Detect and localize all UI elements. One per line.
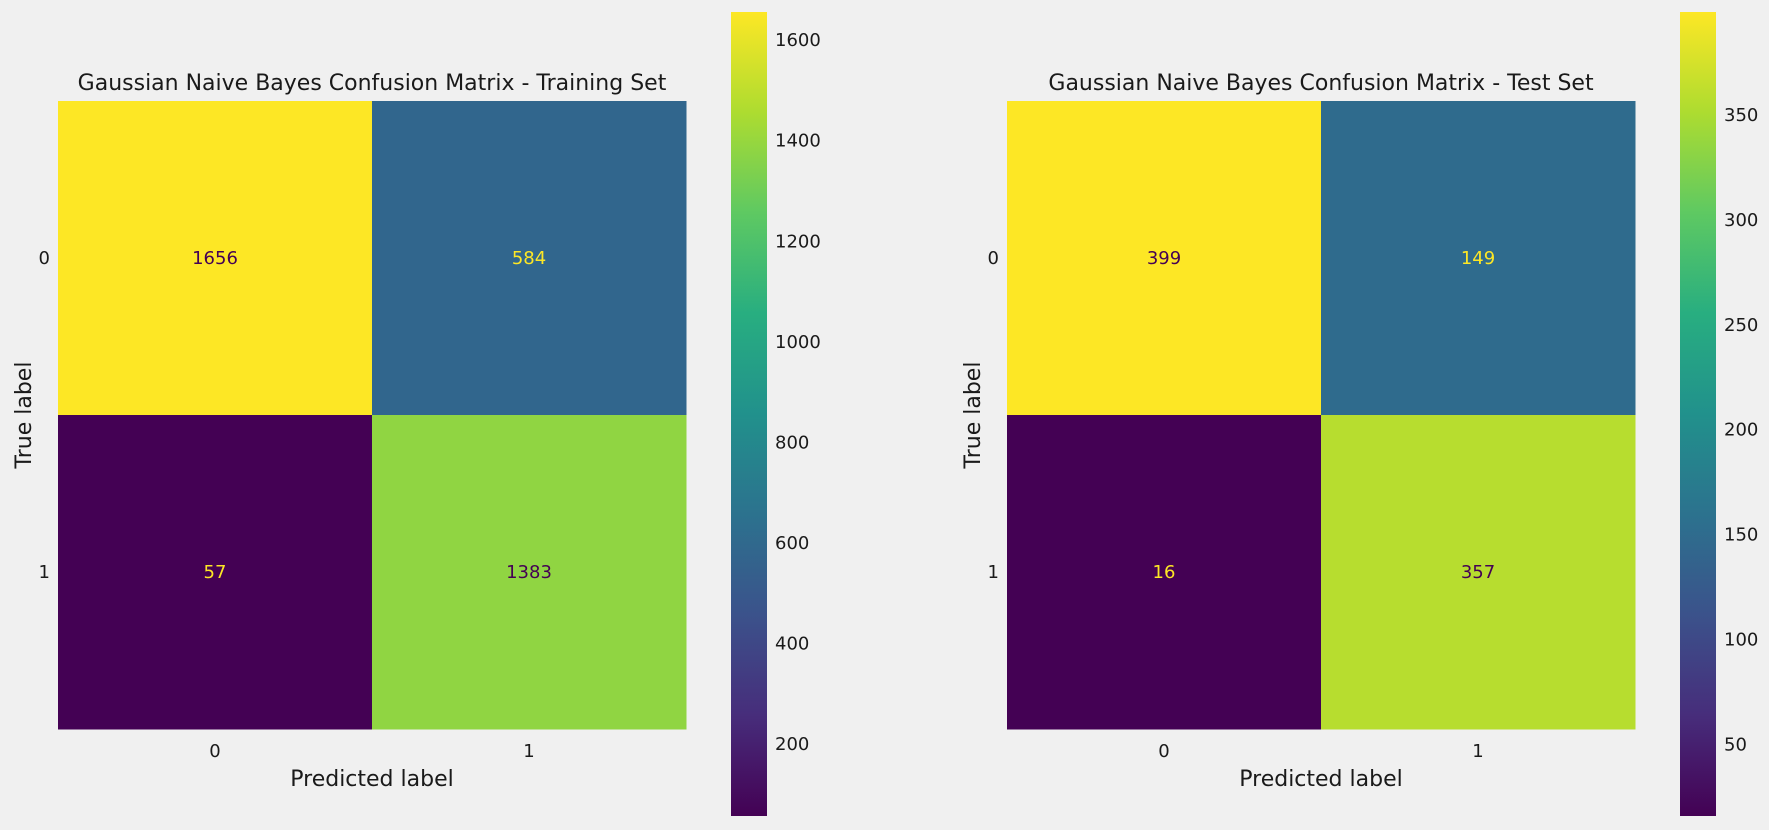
cell-value-label: 16 <box>1153 562 1176 583</box>
x-tick-label: 0 <box>209 741 220 762</box>
matrix-cell-0-0 <box>1007 101 1322 416</box>
colorbar-tick-label: 350 <box>1724 105 1758 126</box>
cell-value-label: 1656 <box>192 248 238 269</box>
y-tick-label: 1 <box>988 562 999 583</box>
colorbar-tick-label: 100 <box>1724 630 1758 651</box>
colorbar-tick-label: 600 <box>775 533 809 554</box>
y-axis-label: True label <box>12 362 37 470</box>
colorbar-tick-label: 1000 <box>775 332 821 353</box>
matrix-cell-0-1 <box>1321 101 1636 416</box>
colorbar-tick-label: 1200 <box>775 231 821 252</box>
colorbar-tick-label: 1600 <box>775 30 821 51</box>
confusion-matrix-panel-1: Gaussian Naive Bayes Confusion Matrix - … <box>961 12 1758 816</box>
cell-value-label: 1383 <box>506 562 552 583</box>
cell-value-label: 399 <box>1147 248 1181 269</box>
colorbar-tick-label: 200 <box>1724 420 1758 441</box>
matrix-cell-1-0 <box>58 415 373 730</box>
cell-value-label: 149 <box>1461 248 1495 269</box>
y-axis-label: True label <box>961 362 986 470</box>
cell-value-label: 584 <box>512 248 546 269</box>
colorbar-tick-label: 250 <box>1724 315 1758 336</box>
y-tick-label: 0 <box>39 248 50 269</box>
matrix-cell-1-0 <box>1007 415 1322 730</box>
x-tick-label: 1 <box>523 741 534 762</box>
colorbar-tick-label: 1400 <box>775 131 821 152</box>
x-tick-label: 0 <box>1158 741 1169 762</box>
y-tick-label: 0 <box>988 248 999 269</box>
colorbar <box>731 12 767 816</box>
colorbar <box>1680 12 1716 816</box>
colorbar-tick-label: 150 <box>1724 525 1758 546</box>
y-tick-label: 1 <box>39 562 50 583</box>
x-axis-label: Predicted label <box>1239 767 1402 792</box>
colorbar-tick-label: 400 <box>775 634 809 655</box>
chart-title: Gaussian Naive Bayes Confusion Matrix - … <box>1048 71 1594 96</box>
matrix-cell-0-1 <box>372 101 687 416</box>
matrix-cell-1-1 <box>1321 415 1636 730</box>
chart-title: Gaussian Naive Bayes Confusion Matrix - … <box>78 71 667 96</box>
colorbar-tick-label: 50 <box>1724 735 1747 756</box>
confusion-matrix-panel-0: Gaussian Naive Bayes Confusion Matrix - … <box>12 12 821 816</box>
x-tick-label: 1 <box>1472 741 1483 762</box>
colorbar-tick-label: 200 <box>775 734 809 755</box>
colorbar-tick-label: 800 <box>775 432 809 453</box>
matrix-cell-0-0 <box>58 101 373 416</box>
x-axis-label: Predicted label <box>290 767 453 792</box>
cell-value-label: 357 <box>1461 562 1495 583</box>
matrix-cell-1-1 <box>372 415 687 730</box>
cell-value-label: 57 <box>204 562 227 583</box>
colorbar-tick-label: 300 <box>1724 210 1758 231</box>
